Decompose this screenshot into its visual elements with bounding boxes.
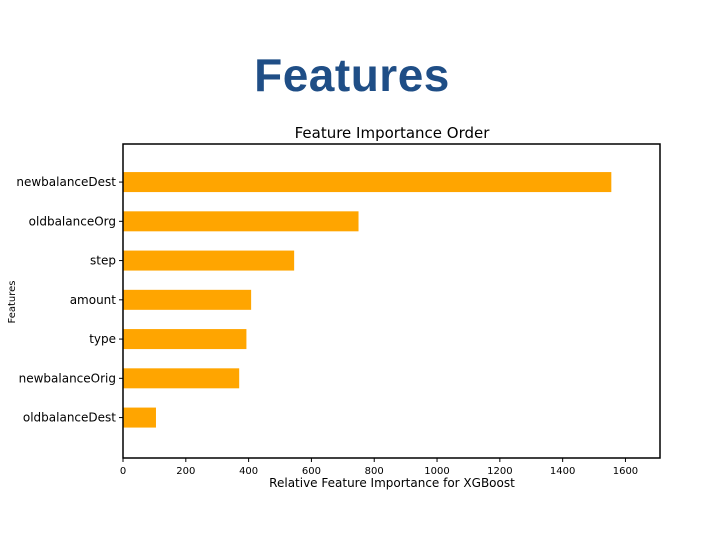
y-tick-label: type <box>89 332 116 346</box>
bar-newbalanceOrig <box>123 368 240 389</box>
y-tick-label: oldbalanceOrg <box>29 214 116 228</box>
y-tick-label: newbalanceOrig <box>19 371 116 385</box>
x-tick-label: 600 <box>302 466 321 477</box>
x-tick-label: 1400 <box>550 466 575 477</box>
y-axis-ticks: newbalanceDest oldbalanceOrg step amount typ… <box>16 175 123 425</box>
x-tick-label: 1600 <box>613 466 638 477</box>
bar-newbalanceDest <box>123 172 612 193</box>
x-tick-label: 200 <box>176 466 195 477</box>
bar-oldbalanceDest <box>123 407 156 428</box>
bar-step <box>123 250 295 271</box>
slide-title: Features <box>254 49 450 101</box>
y-tick-label: oldbalanceDest <box>23 411 116 425</box>
y-tick-label: step <box>90 254 116 268</box>
x-tick-label: 1000 <box>424 466 449 477</box>
x-tick-label: 0 <box>120 466 126 477</box>
bars-layer <box>123 172 612 428</box>
x-tick-label: 1200 <box>487 466 512 477</box>
chart-title: Feature Importance Order <box>295 124 491 142</box>
y-axis-label: Features <box>7 281 18 324</box>
x-axis-ticks: 0 200 400 600 800 1000 1200 1400 1600 <box>120 458 638 477</box>
bar-amount <box>123 289 252 310</box>
bar-type <box>123 329 247 350</box>
y-tick-label: newbalanceDest <box>16 175 116 189</box>
x-tick-label: 800 <box>365 466 384 477</box>
x-tick-label: 400 <box>239 466 258 477</box>
plot-frame <box>122 143 661 459</box>
bar-oldbalanceOrg <box>123 211 359 232</box>
y-tick-label: amount <box>70 293 117 307</box>
x-axis-label: Relative Feature Importance for XGBoost <box>269 476 515 490</box>
